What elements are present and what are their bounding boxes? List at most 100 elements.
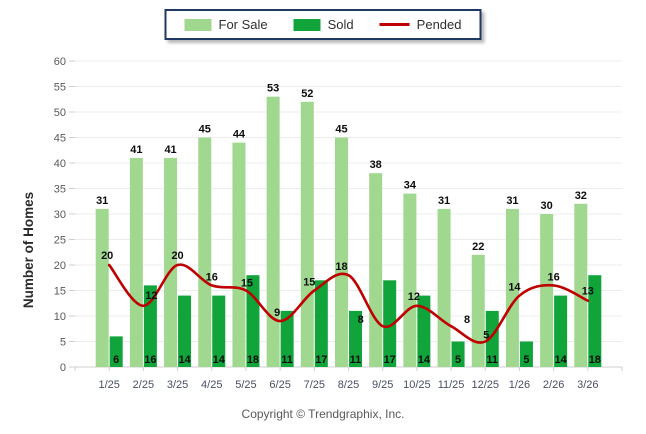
for-sale-bar — [164, 157, 178, 367]
sold-value-label: 18 — [247, 354, 259, 366]
sold-bar — [519, 341, 533, 367]
for-sale-bar — [232, 142, 246, 367]
legend: For Sale Sold Pended — [164, 9, 482, 40]
pended-line-swatch — [379, 23, 410, 26]
x-tick-label: 3/25 — [167, 379, 188, 391]
sold-bar — [451, 341, 465, 367]
pended-value-label: 15 — [303, 277, 315, 289]
for-sale-bar — [540, 214, 554, 367]
sold-bar — [109, 336, 123, 367]
pended-value-label: 12 — [408, 291, 420, 303]
y-tick-label: 50 — [54, 107, 66, 119]
sold-value-label: 11 — [281, 354, 293, 366]
sold-bar — [280, 310, 294, 367]
y-tick-label: 15 — [54, 286, 66, 298]
for-sale-value-label: 34 — [404, 180, 417, 192]
for-sale-value-label: 32 — [575, 190, 587, 202]
for-sale-bar — [95, 208, 109, 367]
legend-item-pended: Pended — [379, 17, 462, 32]
sold-value-label: 16 — [144, 354, 156, 366]
sold-bar — [554, 295, 568, 367]
y-axis-title: Number of Homes — [21, 192, 36, 308]
pended-value-label: 8 — [464, 314, 470, 326]
for-sale-value-label: 41 — [130, 144, 142, 156]
x-tick-label: 2/25 — [133, 379, 154, 391]
y-tick-label: 0 — [60, 362, 66, 374]
pended-value-label: 15 — [241, 278, 253, 290]
for-sale-bar — [574, 203, 588, 367]
legend-label-pended: Pended — [416, 17, 462, 32]
sold-value-label: 6 — [113, 354, 119, 366]
sold-bar — [485, 310, 499, 367]
pended-value-label: 13 — [582, 286, 594, 298]
for-sale-bar — [505, 208, 519, 367]
y-tick-label: 10 — [54, 311, 66, 323]
legend-item-for-sale: For Sale — [184, 17, 268, 32]
for-sale-value-label: 44 — [233, 129, 246, 141]
y-tick-label: 30 — [54, 209, 66, 221]
sold-value-label: 14 — [555, 354, 568, 366]
y-tick-label: 5 — [60, 337, 66, 349]
x-tick-label: 12/25 — [471, 379, 499, 391]
pended-line — [107, 263, 590, 344]
for-sale-bar — [129, 157, 143, 367]
y-tick-label: 25 — [54, 235, 66, 247]
legend-label-for-sale: For Sale — [218, 17, 268, 32]
x-tick-label: 1/26 — [509, 379, 530, 391]
sold-value-label: 14 — [178, 354, 191, 366]
for-sale-value-label: 30 — [541, 200, 553, 212]
x-tick-label: 3/26 — [577, 379, 598, 391]
for-sale-bar — [369, 173, 383, 367]
for-sale-value-label: 45 — [335, 124, 347, 136]
for-sale-bar — [266, 96, 280, 367]
sold-bar — [588, 275, 602, 367]
x-tick-label: 6/25 — [269, 379, 290, 391]
legend-label-sold: Sold — [327, 17, 354, 32]
x-tick-label: 2/26 — [543, 379, 564, 391]
y-tick-label: 40 — [54, 158, 66, 170]
x-tick-label: 8/25 — [338, 379, 359, 391]
y-tick-label: 45 — [54, 133, 66, 145]
for-sale-value-label: 53 — [267, 83, 279, 95]
for-sale-value-label: 41 — [164, 144, 176, 156]
for-sale-value-label: 22 — [472, 241, 484, 253]
sold-value-label: 11 — [350, 354, 362, 366]
sold-value-label: 14 — [418, 354, 431, 366]
sold-swatch — [293, 18, 321, 31]
pended-value-label: 18 — [335, 261, 347, 273]
pended-value-label: 16 — [548, 271, 560, 283]
x-tick-label: 5/25 — [235, 379, 256, 391]
for-sale-value-label: 45 — [199, 124, 211, 136]
sold-bar — [314, 280, 328, 367]
for-sale-value-label: 52 — [301, 88, 313, 100]
sold-value-label: 17 — [384, 354, 396, 366]
pended-value-label: 9 — [274, 307, 280, 319]
y-tick-label: 60 — [54, 56, 66, 68]
for-sale-value-label: 31 — [96, 195, 108, 207]
for-sale-bar — [198, 137, 212, 367]
sold-value-label: 18 — [589, 354, 601, 366]
pended-value-label: 5 — [483, 330, 489, 342]
y-tick-label: 20 — [54, 260, 66, 272]
sold-value-label: 14 — [213, 354, 226, 366]
sold-value-label: 11 — [486, 354, 498, 366]
x-tick-label: 11/25 — [438, 379, 465, 391]
for-sale-bar — [437, 208, 451, 367]
x-tick-label: 10/25 — [403, 379, 431, 391]
sold-value-label: 5 — [523, 354, 529, 366]
sold-bar — [212, 295, 226, 367]
for-sale-value-label: 31 — [438, 195, 450, 207]
sold-bar — [178, 295, 192, 367]
x-tick-label: 7/25 — [304, 379, 325, 391]
for-sale-bar — [471, 254, 485, 367]
for-sale-bar — [403, 193, 417, 367]
pended-value-label: 20 — [171, 250, 183, 262]
x-tick-label: 4/25 — [201, 379, 222, 391]
copyright-text: Copyright © Trendgraphix, Inc. — [241, 407, 405, 421]
sold-bar — [383, 280, 397, 367]
sold-bar — [349, 310, 362, 367]
pended-value-label: 16 — [206, 271, 218, 283]
sold-value-label: 5 — [455, 354, 461, 366]
